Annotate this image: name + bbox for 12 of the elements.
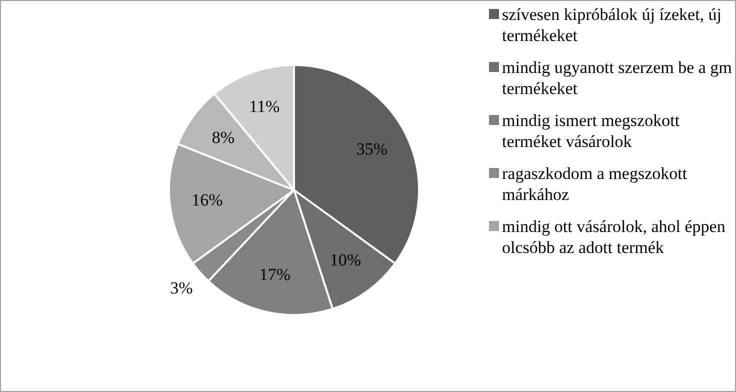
data-label: 8% — [212, 128, 235, 148]
data-label: 16% — [192, 190, 223, 210]
legend-label: mindig ugyanott szerzem be a gm termékeket — [502, 57, 733, 99]
legend-label: ragaszkodom a megszokott márkához — [502, 163, 688, 205]
legend-label: mindig ismert megszokott terméket vásárolok — [502, 110, 681, 152]
data-label: 17% — [259, 264, 290, 284]
data-label: 10% — [330, 250, 362, 270]
data-label: 11% — [249, 97, 280, 116]
legend-label: mindig ott vásárolok, ahol éppen olcsóbb az adott termék — [502, 216, 726, 258]
data-label: 3% — [170, 278, 193, 298]
legend-label: szívesen kipróbálok új ízeket, új termékeket — [502, 4, 723, 46]
data-label: 35% — [356, 140, 388, 159]
